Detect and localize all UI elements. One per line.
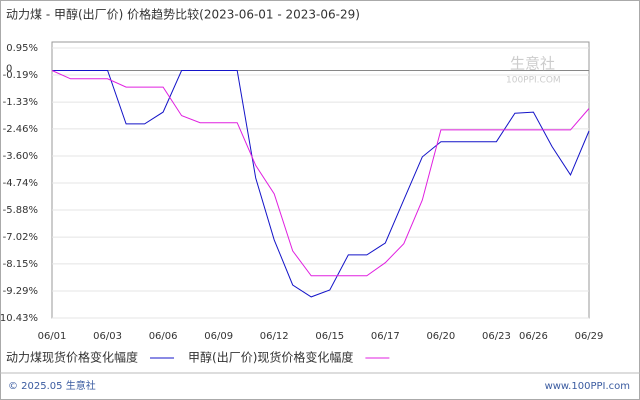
footer-right: www.100PPI.com bbox=[545, 381, 630, 392]
series-line bbox=[52, 70, 590, 298]
watermark-name: 生意社 bbox=[510, 55, 555, 73]
x-tick-label: 06/26 bbox=[519, 331, 548, 342]
footer-left: © 2025.05 生意社 bbox=[8, 379, 96, 392]
series-line bbox=[51, 70, 590, 277]
y-tick-label: -0.19% bbox=[3, 70, 38, 81]
x-tick-label: 06/20 bbox=[426, 331, 455, 342]
y-tick-label: -7.02% bbox=[3, 232, 38, 243]
x-tick-label: 06/01 bbox=[38, 331, 67, 342]
y-tick-label: -3.60% bbox=[3, 151, 38, 162]
y-tick-label: -5.88% bbox=[3, 205, 38, 216]
y-tick-label: -10.43% bbox=[0, 313, 38, 324]
x-tick-label: 06/15 bbox=[315, 331, 344, 342]
y-tick-label: -8.15% bbox=[3, 259, 38, 270]
legend-label: 甲醇(出厂价)现货价格变化幅度 bbox=[188, 350, 353, 365]
zero-tick-label: 0 bbox=[6, 64, 12, 75]
legend-label: 动力煤现货价格变化幅度 bbox=[6, 350, 138, 365]
y-tick-label: 0.95% bbox=[6, 43, 38, 54]
x-tick-label: 06/03 bbox=[93, 331, 122, 342]
y-tick-label: -9.29% bbox=[3, 286, 38, 297]
y-tick-label: -2.46% bbox=[3, 124, 38, 135]
y-tick-label: -4.74% bbox=[3, 178, 38, 189]
y-tick-label: -1.33% bbox=[3, 97, 38, 108]
x-tick-label: 06/12 bbox=[260, 331, 289, 342]
x-tick-label: 06/17 bbox=[371, 331, 400, 342]
watermark-site: 100PPI.COM bbox=[506, 76, 561, 86]
chart-title: 动力煤 - 甲醇(出厂价) 价格趋势比较(2023-06-01 - 2023-0… bbox=[6, 7, 360, 22]
x-tick-label: 06/09 bbox=[204, 331, 233, 342]
x-tick-label: 06/29 bbox=[575, 331, 604, 342]
x-tick-label: 06/23 bbox=[482, 331, 511, 342]
x-tick-label: 06/06 bbox=[149, 331, 178, 342]
